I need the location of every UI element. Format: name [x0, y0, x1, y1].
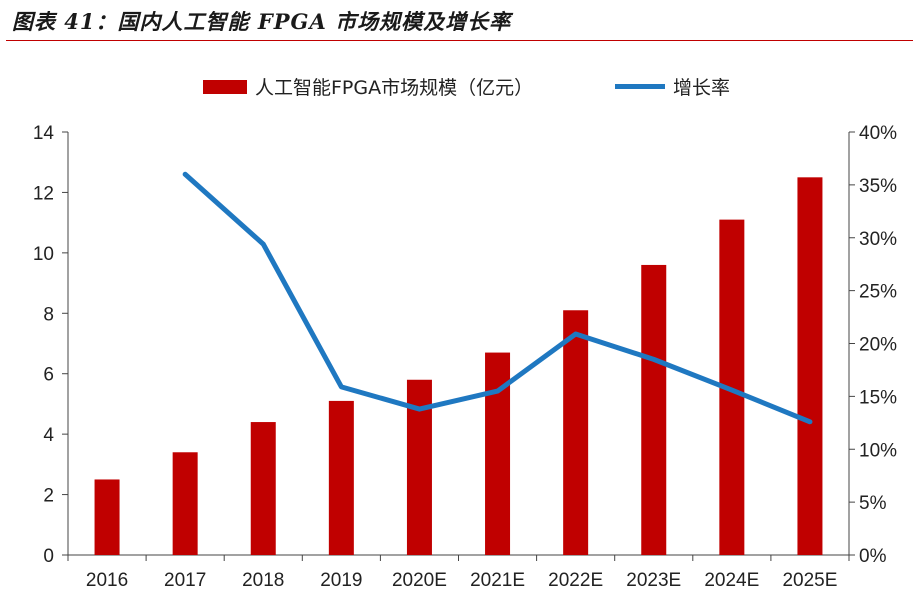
- legend-line-swatch: [615, 84, 665, 89]
- right-tick-label: 30%: [859, 229, 897, 250]
- left-tick-label: 8: [43, 304, 54, 325]
- x-tick-label: 2022E: [548, 570, 603, 591]
- figure-title: 图表 41：国内人工智能 FPGA 市场规模及增长率: [12, 9, 512, 34]
- x-tick-label: 2024E: [704, 570, 759, 591]
- right-tick-label: 40%: [859, 123, 897, 144]
- growth-line-series: [182, 171, 813, 425]
- legend-line-label: 增长率: [673, 77, 730, 99]
- left-tick-label: 2: [43, 486, 54, 507]
- x-tick-label: 2019: [320, 570, 362, 591]
- legend: 人工智能FPGA市场规模（亿元） 增长率: [203, 77, 730, 99]
- right-tick-label: 10%: [859, 440, 897, 461]
- legend-bar-swatch: [203, 80, 247, 94]
- figure-title-bar: 图表 41：国内人工智能 FPGA 市场规模及增长率: [0, 0, 913, 41]
- bar-2017: [172, 452, 198, 555]
- bar-2016: [94, 479, 120, 555]
- x-tick-label: 2020E: [392, 570, 447, 591]
- x-tick-label: 2018: [242, 570, 284, 591]
- right-tick-label: 0%: [859, 546, 887, 567]
- title-underline: [6, 40, 913, 41]
- bar-2023E: [641, 264, 667, 555]
- tick-labels: 0 2 4 6 8 10 12 14 0% 5% 10% 15% 20% 25% 30% 35% 40% 2016…: [33, 123, 897, 591]
- left-tick-label: 12: [33, 183, 54, 204]
- right-tick-label: 25%: [859, 282, 897, 303]
- right-tick-label: 20%: [859, 335, 897, 356]
- x-tick-label: 2025E: [782, 570, 837, 591]
- bar-2019: [328, 400, 354, 555]
- bar-series: [94, 177, 823, 556]
- right-tick-label: 15%: [859, 387, 897, 408]
- right-tick-label: 35%: [859, 176, 897, 197]
- axes: [62, 131, 855, 561]
- legend-bar-label: 人工智能FPGA市场规模（亿元）: [255, 77, 533, 99]
- left-tick-label: 4: [43, 425, 54, 446]
- left-tick-label: 10: [33, 244, 54, 265]
- bar-2025E: [797, 177, 823, 556]
- right-tick-label: 5%: [859, 493, 887, 514]
- x-tick-label: 2023E: [626, 570, 681, 591]
- left-tick-label: 6: [43, 365, 54, 386]
- x-tick-label: 2021E: [470, 570, 525, 591]
- x-tick-label: 2017: [164, 570, 206, 591]
- left-tick-label: 0: [43, 546, 54, 567]
- x-tick-label: 2016: [86, 570, 128, 591]
- left-tick-label: 14: [33, 123, 55, 144]
- bar-2018: [250, 422, 276, 555]
- bar-2022E: [563, 310, 589, 555]
